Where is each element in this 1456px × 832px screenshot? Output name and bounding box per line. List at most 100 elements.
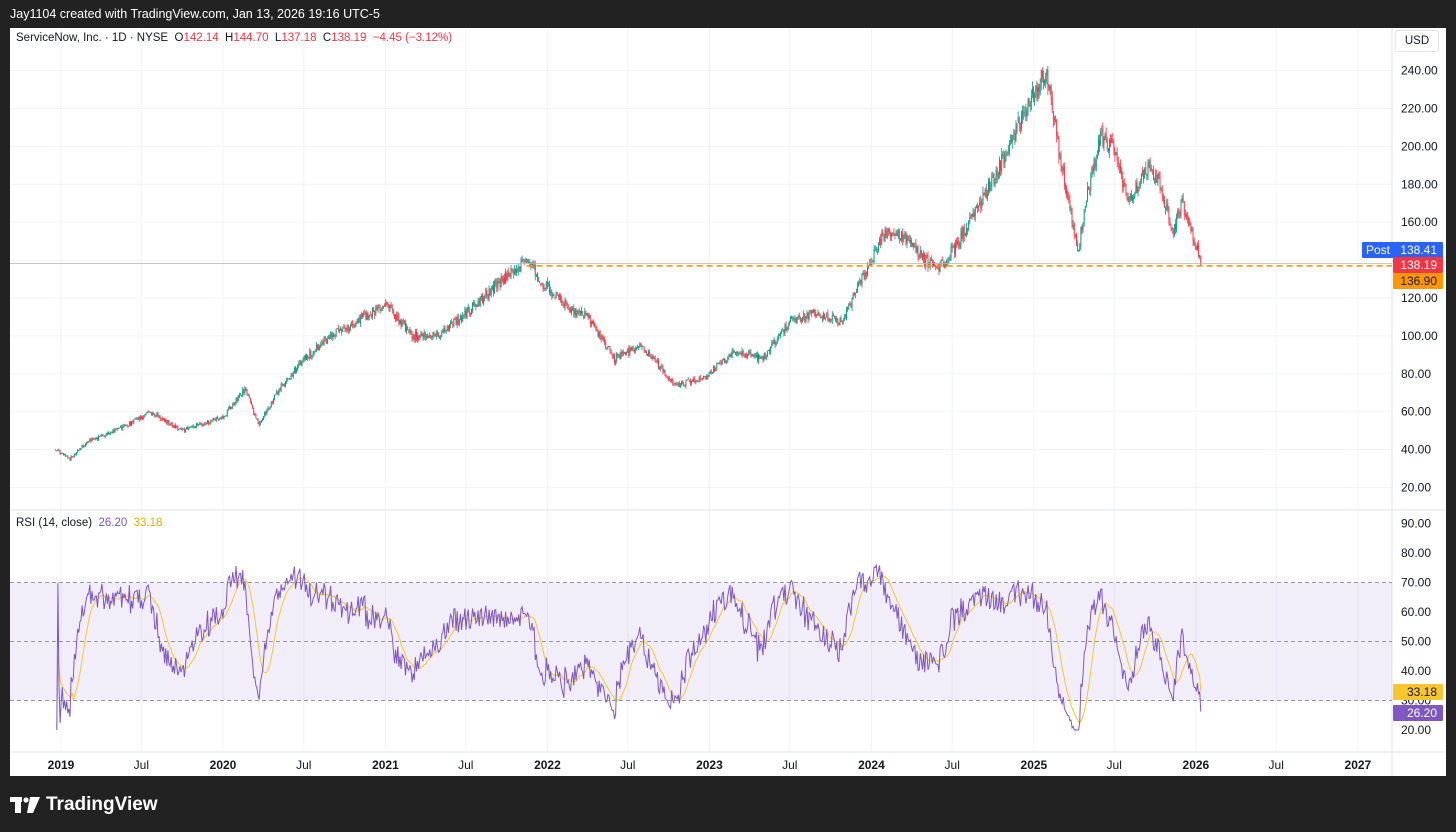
candle-body [732,350,734,353]
candle-body [515,269,516,272]
candle-body [78,450,80,451]
candle-body [1089,190,1091,192]
candle-body [1018,117,1020,125]
candle-body [367,313,369,320]
candle-body [483,299,485,305]
candle-body [240,394,241,396]
candle-body [1067,193,1069,199]
candle-body [715,370,717,371]
candle-body [571,309,573,314]
candle-body [200,423,202,425]
candle-body [795,318,797,323]
change-value: −4.45 (−3.12%) [372,32,453,44]
post-tag-bg [1362,242,1394,258]
candle-body [577,311,579,312]
candle-body [749,351,751,353]
candle-body [443,327,445,332]
candle-body [982,192,984,205]
candle-body [352,321,354,326]
candle-body [962,226,964,240]
candle-body [1070,208,1072,210]
time-axis-label: 2023 [696,758,723,772]
candle-body [1140,173,1142,182]
rsi-value: 26.20 [98,517,128,529]
rsi-axis-label: 20.00 [1401,723,1431,737]
symbol-name[interactable]: ServiceNow, Inc. · 1D · NYSE [16,32,169,44]
candle-body [394,315,395,319]
candle-body [332,333,334,340]
candle-body [983,193,985,195]
candle-body [593,322,595,324]
candle-body [574,308,576,316]
candle-body [214,418,216,421]
candle-body [621,351,623,355]
candle-body [330,332,332,338]
candle-body [205,423,207,425]
candle-body [254,414,256,415]
tradingview-logo[interactable]: TradingView [10,794,158,816]
candle-body [241,395,243,397]
candle-body [960,231,962,245]
candle-body [252,405,254,409]
candle-body [216,417,218,420]
candle-body [1146,175,1148,176]
candle-body [312,353,314,357]
candle-body [446,326,448,331]
chart-panel[interactable] [10,28,1446,776]
candle-body [1151,170,1153,171]
candle-body [264,411,266,417]
candle-body [236,398,238,402]
candle-body [112,430,114,433]
candle-body [689,379,691,384]
candle-body [815,313,817,317]
candle-body [494,282,496,293]
candle-body [718,362,720,363]
candle-body [1041,70,1043,79]
candle-body [362,314,364,318]
candle-body [105,433,107,436]
candle-body [650,356,652,358]
candle-body [563,304,565,308]
candle-body [177,426,179,430]
candle-body [378,307,380,309]
candle-body [270,401,272,408]
candle-body [764,352,766,359]
candle-body [412,335,414,340]
candle-body [68,457,70,459]
candle-body [654,357,656,361]
candle-body [444,328,446,333]
candle-body [716,363,718,370]
candle-body [1103,139,1105,145]
candle-body [1021,116,1022,128]
rsi-label[interactable]: RSI (14, close) [16,517,93,529]
candle-body [711,372,713,374]
candle-body [730,354,732,357]
candle-body [850,306,852,308]
candle-body [457,316,459,324]
candle-body [1129,196,1131,199]
candle-body [686,379,688,381]
candle-body [115,429,117,430]
candle-body [91,438,93,442]
candle-body [599,331,601,340]
candle-body [458,320,460,324]
candle-body [1126,195,1128,200]
candle-body [1113,143,1115,153]
candle-body [939,262,941,272]
candle-body [817,312,819,314]
candle-body [538,280,540,282]
candle-body [680,385,681,387]
candle-body [938,266,940,273]
candle-body [422,335,424,338]
candle-body [542,283,544,288]
candle-body [76,452,78,455]
candle-body [609,346,611,351]
candle-body [809,310,811,312]
candle-body [1169,221,1171,225]
candle-body [818,312,820,315]
currency-button[interactable]: USD [1395,30,1439,52]
candle-body [777,335,779,340]
candle-body [557,294,559,297]
candle-body [513,269,515,275]
